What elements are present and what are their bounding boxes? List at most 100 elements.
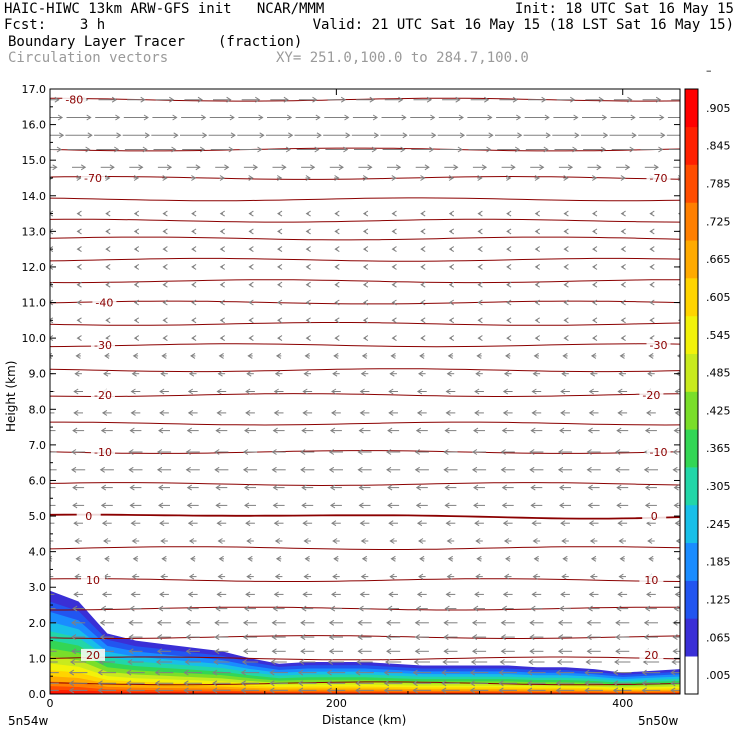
- wind-arrow: [413, 96, 433, 103]
- wind-arrow: [248, 299, 254, 306]
- wind-arrow: [563, 335, 569, 342]
- wind-arrow-head: [219, 228, 225, 235]
- wind-arrow-head: [573, 114, 579, 121]
- wind-arrow: [302, 591, 313, 598]
- contour-label-bg: [91, 389, 115, 402]
- wind-arrow-head: [618, 538, 624, 544]
- wind-arrow-head: [273, 388, 279, 395]
- wind-arrow-head: [162, 246, 168, 253]
- wind-arrow-head: [247, 555, 253, 562]
- wind-arrow: [50, 608, 56, 610]
- wind-arrow: [420, 299, 426, 306]
- wind-arrow: [46, 410, 55, 415]
- wind-arrow-head: [474, 591, 480, 598]
- y-tick-label: 12.0: [22, 261, 47, 274]
- wind-arrow-head: [506, 299, 512, 306]
- wind-arrow-head: [587, 605, 593, 612]
- wind-arrow: [590, 555, 597, 562]
- wind-arrow-head: [557, 648, 564, 655]
- wind-arrow: [473, 484, 485, 491]
- wind-arrow-head: [218, 352, 224, 359]
- wind-arrow: [616, 164, 631, 171]
- wind-arrow: [649, 281, 655, 288]
- wind-arrow: [76, 175, 82, 181]
- wind-arrow: [50, 451, 57, 453]
- wind-arrow: [592, 335, 598, 342]
- wind-arrow: [563, 281, 569, 288]
- wind-arrow: [181, 114, 207, 121]
- wind-arrow: [530, 484, 543, 491]
- wind-arrow: [329, 605, 342, 612]
- wind-arrow-head: [362, 246, 369, 253]
- wind-arrow: [244, 502, 256, 509]
- wind-arrow: [501, 164, 516, 171]
- wind-arrow-head: [506, 335, 512, 342]
- wind-arrow-head: [305, 317, 311, 324]
- wind-arrow: [301, 605, 314, 612]
- wind-arrow-head: [653, 164, 659, 171]
- wind-arrow-head: [501, 484, 507, 491]
- wind-arrow-head: [416, 520, 423, 527]
- wind-arrow-head: [46, 410, 50, 415]
- wind-arrow-head: [101, 591, 108, 598]
- wind-arrow-head: [43, 635, 47, 640]
- header-line2-left: Fcst: 3 h: [4, 17, 106, 33]
- x-tick-label: 0: [47, 697, 54, 710]
- wind-arrow-head: [160, 370, 166, 377]
- wind-arrow-head: [329, 605, 336, 612]
- wind-arrow-head: [469, 687, 475, 694]
- wind-arrow-head: [532, 538, 538, 544]
- wind-arrow: [219, 210, 225, 217]
- wind-arrow: [74, 538, 82, 544]
- wind-arrow: [505, 352, 511, 359]
- wind-arrow-head: [271, 619, 277, 626]
- wind-arrow: [50, 487, 56, 489]
- wind-arrow-head: [128, 619, 134, 626]
- wind-arrow-head: [228, 146, 234, 153]
- wind-arrow: [274, 573, 283, 580]
- wind-arrow-head: [534, 228, 540, 235]
- wind-arrow: [50, 689, 59, 691]
- wind-arrow: [559, 605, 571, 612]
- wind-arrow: [474, 409, 484, 416]
- wind-arrow: [506, 210, 512, 217]
- wind-arrow-head: [127, 659, 133, 665]
- wind-arrow-head: [362, 263, 369, 270]
- wind-arrow-head: [473, 502, 479, 509]
- wind-arrow-head: [649, 317, 655, 324]
- wind-arrow: [563, 246, 569, 253]
- wind-arrow: [183, 680, 202, 687]
- wind-arrow-head: [556, 659, 563, 665]
- contour-label-bg: [646, 172, 671, 184]
- wind-arrow-head: [131, 538, 137, 544]
- wind-arrow-head: [383, 669, 390, 676]
- wind-arrow-head: [444, 484, 450, 491]
- wind-arrow: [97, 687, 117, 694]
- wind-arrow: [69, 659, 87, 665]
- wind-arrow: [242, 634, 258, 641]
- wind-arrow: [162, 175, 168, 181]
- wind-arrow-head: [74, 538, 80, 544]
- wind-arrow-head: [305, 299, 311, 306]
- wind-arrow-head: [617, 520, 623, 527]
- wind-arrow: [534, 246, 540, 253]
- wind-arrow: [448, 317, 455, 324]
- wind-arrow-head: [101, 520, 108, 527]
- wind-arrow-head: [133, 175, 140, 181]
- wind-arrow-head: [647, 370, 653, 377]
- wind-arrow: [277, 335, 283, 342]
- wind-arrow-head: [486, 146, 492, 153]
- wind-arrow-head: [215, 484, 221, 491]
- wind-arrow: [495, 132, 523, 139]
- wind-arrow: [71, 466, 86, 473]
- wind-arrow: [162, 210, 168, 217]
- wind-arrow: [560, 409, 570, 416]
- wind-arrow-head: [473, 484, 479, 491]
- wind-arrow-head: [659, 114, 665, 121]
- wind-arrow: [156, 634, 172, 641]
- wind-arrow-head: [305, 175, 311, 181]
- wind-arrow-head: [142, 146, 148, 153]
- wind-arrow-head: [248, 175, 254, 181]
- wind-arrow: [186, 605, 199, 612]
